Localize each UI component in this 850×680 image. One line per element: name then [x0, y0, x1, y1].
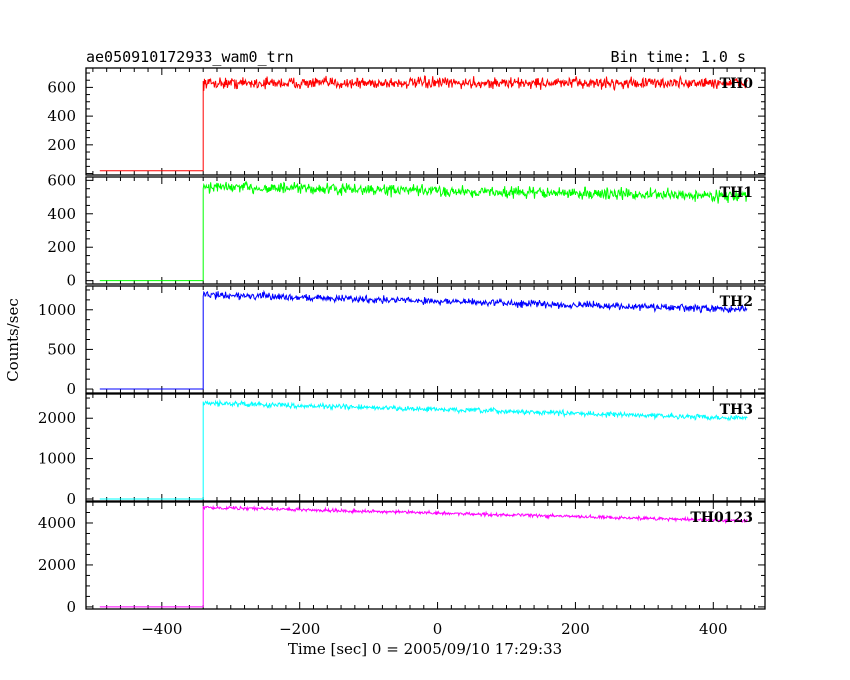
y-tick-label: 200 [47, 238, 76, 256]
x-tick-label: 200 [561, 620, 590, 638]
y-tick-label: 200 [47, 136, 76, 154]
series-line-th2 [99, 289, 748, 390]
series-line-th0 [99, 74, 748, 172]
y-tick-label: 4000 [38, 514, 76, 532]
y-tick-label: 400 [47, 107, 76, 125]
y-tick-label: 2000 [38, 409, 76, 427]
y-tick-label: 400 [47, 205, 76, 223]
panel-th2: 0 500 1000 TH2 [38, 285, 766, 398]
y-tick-label: 0 [66, 380, 76, 398]
y-tick-label: 600 [47, 78, 76, 96]
y-tick-label: 1000 [38, 450, 76, 468]
series-line-th1 [99, 180, 748, 282]
panel-frame [85, 393, 766, 502]
x-axis-label: Time [sec] 0 = 2005/09/10 17:29:33 [288, 640, 562, 658]
panel-frame [85, 501, 766, 610]
panel-th1: 0 200 400 600 TH1 [47, 171, 766, 290]
bin-time-label: Bin time: 1.0 s [611, 48, 746, 66]
y-tick-label: 2000 [38, 556, 76, 574]
panel-label: TH1 [720, 185, 753, 201]
series-line-th3 [99, 399, 748, 500]
y-tick-label: 500 [47, 340, 76, 358]
x-tick-label: 0 [433, 620, 443, 638]
x-tick-label: −200 [279, 620, 320, 638]
panel-th3: 0 1000 2000 TH3 [38, 393, 766, 508]
y-tick-label: 0 [66, 272, 76, 290]
y-tick-label: 0 [66, 598, 76, 616]
panel-label: TH0123 [690, 510, 753, 526]
y-tick-label: 600 [47, 171, 76, 189]
y-axis-label: Counts/sec [4, 298, 22, 382]
series-line-th0123 [99, 504, 748, 608]
panel-th0: 200 400 600 TH0 [47, 67, 766, 176]
y-tick-label: 0 [66, 490, 76, 508]
panel-label: TH0 [720, 76, 754, 92]
x-tick-label: −400 [141, 620, 182, 638]
panel-label: TH2 [720, 294, 753, 310]
panel-frame [85, 67, 766, 176]
y-tick-label: 1000 [38, 301, 76, 319]
panel-th0123: 0 2000 4000 TH0123 [38, 501, 766, 616]
panels-group: 200 400 600 TH0 0 200 400 600 TH1 0 500 1000 TH2 0 100… [38, 67, 766, 638]
chart-title: ae050910172933_wam0_trn [86, 48, 294, 66]
x-tick-label: 400 [699, 620, 728, 638]
panel-label: TH3 [720, 402, 753, 418]
